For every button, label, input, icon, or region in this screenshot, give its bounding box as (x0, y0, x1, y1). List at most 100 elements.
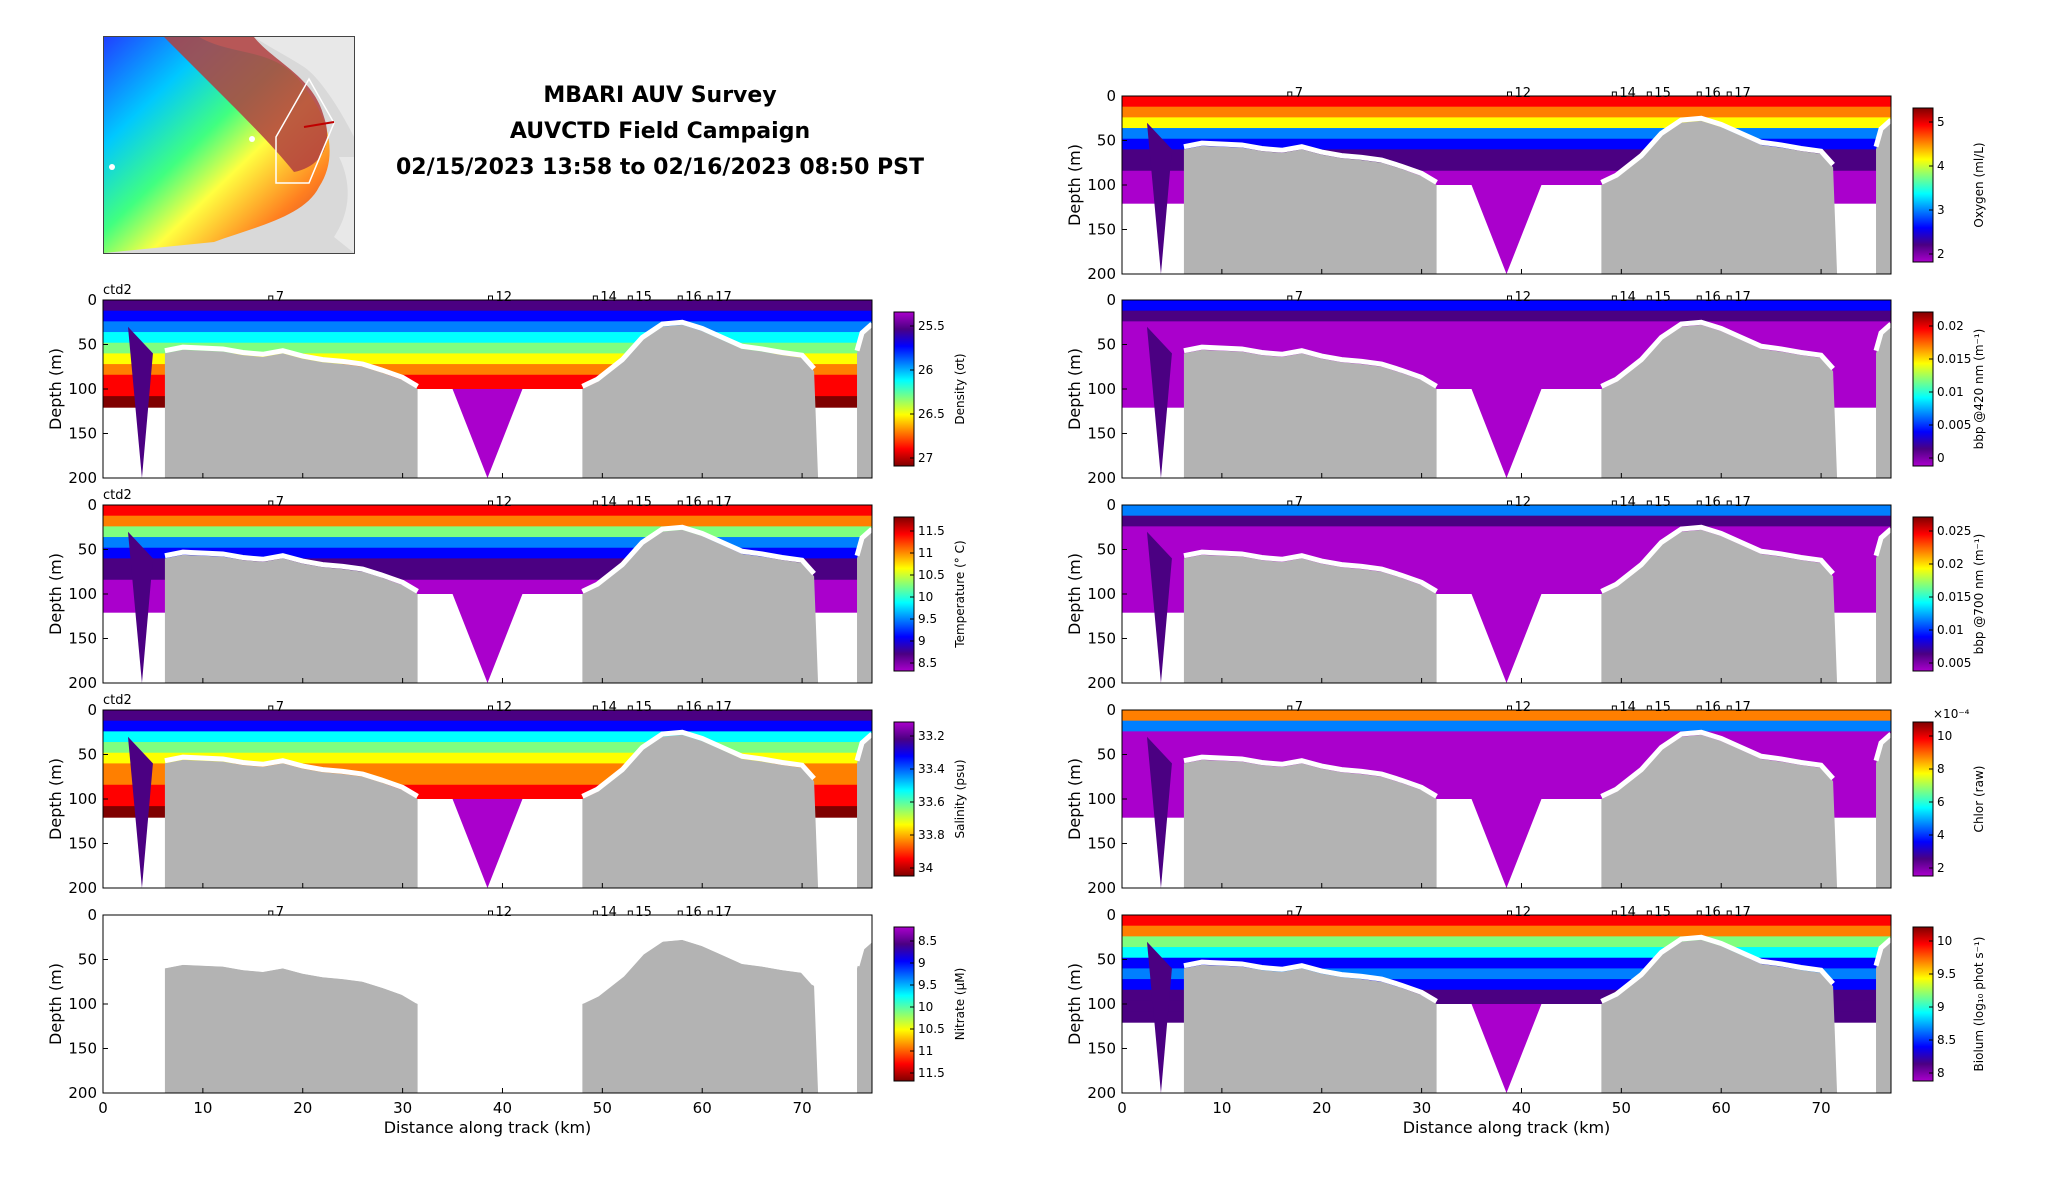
y-tick-label: 200 (1087, 674, 1116, 692)
water-band (103, 374, 872, 387)
y-tick-label: 50 (1097, 132, 1116, 150)
plot-area-salinity (103, 710, 872, 888)
station-label: 12 (1514, 495, 1531, 510)
station-marker (1287, 500, 1293, 506)
colorbar-bar (1912, 311, 1934, 467)
y-tick-label: 100 (1087, 380, 1116, 398)
y-tick-label: 200 (1087, 879, 1116, 897)
water-band (1122, 374, 1891, 387)
colorbar-tick-label: 8.5 (1937, 1033, 1956, 1047)
colorbar-tick-label: 4 (1937, 828, 1945, 842)
water-band (1122, 569, 1891, 581)
water-band (1122, 332, 1891, 344)
colorbar-tick-label: 9.5 (1937, 967, 1956, 981)
water-band (1122, 742, 1891, 754)
colorbar-exponent: ×10⁻⁴ (1933, 707, 1970, 721)
colorbar-tick-label: 0.02 (1937, 557, 1964, 571)
station-marker (592, 910, 598, 916)
water-band (1122, 170, 1891, 183)
water-band (1122, 138, 1891, 151)
station-marker (1646, 295, 1652, 301)
y-tick-label: 100 (68, 585, 97, 603)
water-band (1122, 979, 1891, 991)
colorbar-density: 25.5 26 26.5 27 Density (σt) (893, 311, 967, 467)
water-band (103, 364, 872, 376)
x-tick-label: 60 (1712, 1099, 1731, 1117)
water-band (103, 342, 872, 355)
station-label: 7 (1295, 700, 1303, 715)
y-tick-label: 150 (68, 1040, 97, 1058)
station-label: 14 (1619, 905, 1636, 920)
colorbar-bar (893, 926, 915, 1082)
panel-salinity: 7 12 14 15 16 17 0 50 100 150 200 Depth (m) ctd2 33.2… (46, 693, 967, 897)
station-marker (707, 295, 713, 301)
station-label: 16 (685, 905, 702, 920)
station-marker (1696, 910, 1702, 916)
seafloor-terrain (164, 759, 418, 888)
station-label: 12 (1514, 86, 1531, 101)
station-label: 15 (1654, 905, 1671, 920)
seafloor-edge (1600, 934, 1835, 1004)
water-band (1122, 526, 1891, 538)
seafloor-edge (1600, 115, 1835, 185)
y-tick-label: 0 (87, 496, 97, 514)
colorbar-tick-label: 10.5 (918, 568, 945, 582)
water-band (1122, 106, 1891, 119)
water-band (1122, 774, 1891, 786)
station-marker (677, 295, 683, 301)
water-band (1122, 342, 1891, 355)
y-tick-label: 50 (78, 951, 97, 969)
y-tick-label: 150 (1087, 425, 1116, 443)
seafloor-edge (1183, 344, 1438, 389)
water-band (103, 763, 872, 775)
y-tick-label: 200 (1087, 1084, 1116, 1102)
panel-temperature: 7 12 14 15 16 17 0 50 100 150 200 Depth (m) ctd2 11.5… (46, 488, 967, 692)
seafloor-terrain (1876, 122, 1891, 274)
seafloor-terrain (1601, 324, 1838, 478)
inshore-canyon-fill (127, 736, 153, 888)
plot-area-temperature (103, 505, 872, 683)
colorbar-tick-label: 0.015 (1937, 590, 1971, 604)
station-marker (627, 500, 633, 506)
map-graphic (104, 37, 354, 253)
colorbar-tick-label: 9 (918, 956, 926, 970)
station-marker (268, 910, 274, 916)
inshore-canyon-fill (127, 531, 153, 683)
station-marker (268, 295, 274, 301)
vehicle-label: ctd2 (103, 488, 132, 503)
plot-area-oxygen (1122, 96, 1891, 274)
station-marker (1726, 295, 1732, 301)
water-band (1122, 128, 1891, 140)
station-label: 16 (1704, 700, 1721, 715)
seafloor-edge (1873, 732, 1891, 762)
colorbar-tick-label: 0.01 (1937, 385, 1964, 399)
colorbar-tick-label: 8 (1937, 1066, 1945, 1080)
plot-area-bbp420 (1122, 300, 1891, 478)
seafloor-terrain (1183, 145, 1437, 274)
y-axis-label: Depth (m) (46, 758, 65, 840)
colorbar-biolum: 10 9.5 9 8.5 8 Biolum (log₁₀ phot s⁻¹) (1912, 926, 1986, 1082)
water-band (103, 731, 872, 743)
station-label: 17 (715, 495, 732, 510)
canyon-fill (1471, 1004, 1542, 1093)
station-label: 15 (1654, 86, 1671, 101)
station-marker (1646, 705, 1652, 711)
y-tick-label: 100 (68, 790, 97, 808)
colorbar-tick-label: 9.5 (918, 978, 937, 992)
station-marker (677, 910, 683, 916)
station-label: 7 (1295, 290, 1303, 305)
station-label: 14 (600, 495, 617, 510)
seafloor-terrain (1876, 531, 1891, 683)
canyon-fill (452, 594, 523, 683)
x-tick-label: 10 (193, 1099, 212, 1117)
station-label: 15 (635, 905, 652, 920)
station-marker (487, 910, 493, 916)
station-label: 7 (1295, 905, 1303, 920)
colorbar-tick-label: 34 (918, 861, 933, 875)
x-axis-label: Distance along track (km) (384, 1118, 592, 1137)
x-tick-label: 40 (493, 1099, 512, 1117)
colorbar-tick-label: 8.5 (918, 656, 937, 670)
y-tick-label: 0 (87, 291, 97, 309)
water-band (103, 537, 872, 549)
